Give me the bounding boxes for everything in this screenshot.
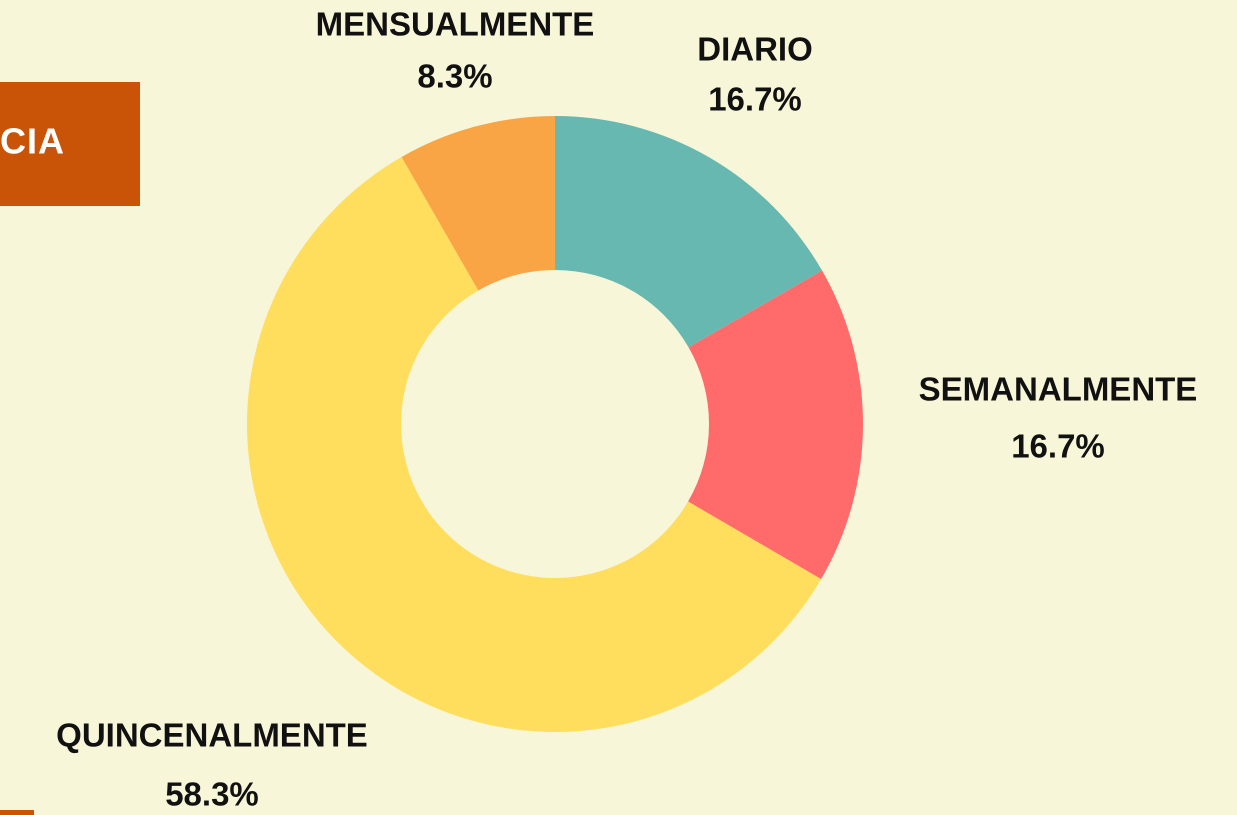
donut-slice bbox=[688, 270, 863, 580]
donut-slice bbox=[401, 116, 555, 291]
slice-label: SEMANALMENTE bbox=[919, 371, 1198, 408]
slice-label: DIARIO bbox=[697, 31, 813, 68]
slice-value-label: 58.3% bbox=[165, 776, 259, 813]
slice-value-label: 16.7% bbox=[1011, 428, 1105, 465]
side-tab-bottom bbox=[0, 810, 34, 815]
side-tab bbox=[0, 82, 140, 206]
slice-label: QUINCENALMENTE bbox=[56, 717, 368, 754]
donut-slice bbox=[555, 116, 823, 348]
side-label: CIA bbox=[0, 121, 65, 162]
slice-value-label: 16.7% bbox=[708, 81, 802, 118]
donut-slice bbox=[247, 156, 822, 732]
slice-value-label: 8.3% bbox=[417, 58, 492, 95]
slice-label: MENSUALMENTE bbox=[316, 6, 595, 43]
